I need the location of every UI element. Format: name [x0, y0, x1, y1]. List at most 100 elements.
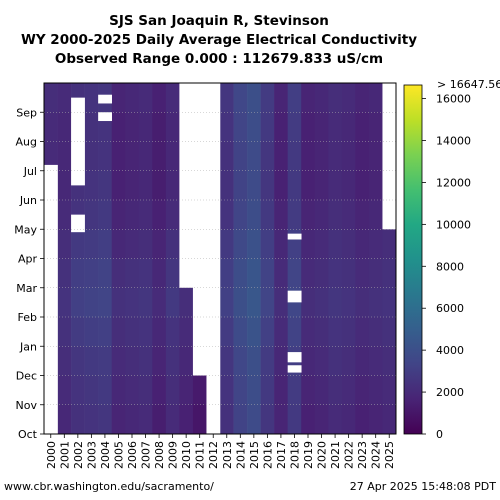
chart-title-line-1: SJS San Joaquin R, Stevinson [109, 13, 329, 29]
heatmap-cell-2009-Jan [165, 317, 180, 347]
y-axis-months: Oct Nov Dec Jan Feb Mar Apr May Jun Jul Aug Sep [14, 106, 44, 441]
heatmap-cell-2006-Nov [125, 375, 140, 406]
heatmap-cell-2022-May [341, 200, 356, 230]
heatmap-cell-2009-Jul [165, 141, 180, 172]
x-tick-label-2022: 2022 [343, 441, 356, 469]
heatmap-cell-2017-Aug [274, 112, 288, 142]
heatmap-cell-2024-Oct [368, 404, 383, 435]
footer-url[interactable]: www.cbr.washington.edu/sacramento/ [4, 480, 214, 493]
heatmap-cell-2001-Jan [57, 317, 72, 347]
heatmap-cell-2008-Jan [152, 317, 167, 347]
heatmap-cell-2025-Feb [382, 287, 397, 318]
heatmap-cell-2006-Feb [125, 287, 140, 318]
x-tick-label-2015: 2015 [248, 441, 261, 469]
heatmap-cell-2017-Feb [274, 287, 288, 318]
heatmap-cell-2005-May [111, 200, 126, 230]
heatmap-cell-2007-Feb [138, 287, 153, 318]
heatmap-cell-2016-Sep [260, 83, 275, 113]
heatmap-cell-2009-Feb [165, 287, 180, 318]
heatmap-cell-2009-Mar [165, 258, 180, 289]
heatmap-cell-2020-Nov [314, 375, 329, 406]
heatmap-cell-2005-Jul [111, 141, 126, 172]
heatmap-cell-2003-May [84, 200, 99, 230]
heatmap-cell-2022-Dec [341, 346, 356, 376]
y-tick-label-oct: Oct [18, 428, 38, 441]
colorbar [403, 84, 423, 435]
heatmap-cell-2015-Jul [247, 141, 261, 172]
heatmap-cell-2013-Sep [220, 83, 234, 113]
y-tick-label-feb: Feb [18, 311, 37, 324]
colorbar-ticks: 0 2000 4000 6000 8000 10000 12000 14000 16000 [422, 93, 471, 441]
heatmap-cell-2018-Aug [287, 112, 302, 142]
heatmap-cell-2013-Jun [220, 170, 234, 201]
heatmap-cell-2020-Jul [314, 141, 329, 172]
heatmap-cell-2018-Nov [287, 375, 302, 406]
heatmap-cell-2008-Jun [152, 170, 167, 201]
heatmap-cell-2005-Nov [111, 375, 126, 406]
heatmap-cell-2021-Oct [328, 404, 343, 435]
heatmap-cell-2005-Aug [111, 112, 126, 142]
chart-title-line-3: Observed Range 0.000 : 112679.833 uS/cm [55, 51, 383, 67]
y-tick-label-jul: Jul [23, 165, 37, 178]
colorbar-tick-label-8000: 8000 [436, 260, 464, 273]
heatmap-cell-2017-Jun [274, 170, 288, 201]
heatmap-cell-2019-Jun [301, 170, 316, 201]
heatmap-cell-2017-Apr [274, 229, 288, 259]
missing-gap-2025 [382, 83, 397, 230]
heatmap-cell-2019-Aug [301, 112, 316, 142]
heatmap-cell-2014-Oct [233, 404, 248, 435]
heatmap-cell-2005-Jun [111, 170, 126, 201]
heatmap-cell-2023-Jul [355, 141, 370, 172]
heatmap-cell-2015-Nov [247, 375, 261, 406]
heatmap-cell-2023-May [355, 200, 370, 230]
heatmap-cell-2005-Feb [111, 287, 126, 318]
heatmap-cell-2009-Dec [165, 346, 180, 376]
heatmap-cell-2024-Feb [368, 287, 383, 318]
heatmap-cell-2002-Feb [71, 287, 85, 318]
heatmap-cell-2013-Mar [220, 258, 234, 289]
heatmap-cell-2013-Aug [220, 112, 234, 142]
x-tick-label-2005: 2005 [112, 441, 125, 469]
heatmap-cell-2004-Mar [98, 258, 112, 289]
heatmap-cell-2007-Nov [138, 375, 153, 406]
heatmap-cell-2009-Nov [165, 375, 180, 406]
heatmap-cell-2014-Mar [233, 258, 248, 289]
heatmap-cell-2005-Oct [111, 404, 126, 435]
heatmap-cell-2016-Jun [260, 170, 275, 201]
heatmap-cell-2008-Dec [152, 346, 167, 376]
heatmap-cell-2001-Mar [57, 258, 72, 289]
heatmap-cell-2006-Jan [125, 317, 140, 347]
heatmap-cell-2002-Nov [71, 375, 85, 406]
missing-gap-2004 [98, 112, 112, 122]
heatmap-cell-2002-Mar [71, 258, 85, 289]
heatmap-cell-2019-Jan [301, 317, 316, 347]
heatmap-cell-2017-Nov [274, 375, 288, 406]
heatmap-cell-2003-Feb [84, 287, 99, 318]
heatmap-cell-2022-Jan [341, 317, 356, 347]
heatmap-cell-2013-Nov [220, 375, 234, 406]
colorbar-tick-label-2000: 2000 [436, 386, 464, 399]
heatmap-cell-2023-Nov [355, 375, 370, 406]
heatmap-cell-2004-Jul [98, 141, 112, 172]
heatmap-cell-2005-Apr [111, 229, 126, 259]
heatmap-cell-2015-Apr [247, 229, 261, 259]
heatmap-cell-2016-Dec [260, 346, 275, 376]
heatmap-cell-2004-Feb [98, 287, 112, 318]
heatmap-cell-2011-Nov [192, 375, 207, 406]
heatmap-cell-2020-Aug [314, 112, 329, 142]
heatmap-cell-2007-Oct [138, 404, 153, 435]
heatmap-cell-2025-Jan [382, 317, 397, 347]
x-tick-label-2001: 2001 [58, 441, 71, 469]
heatmap-cell-2023-Jan [355, 317, 370, 347]
heatmap-cell-2020-Feb [314, 287, 329, 318]
heatmap-cell-2020-Oct [314, 404, 329, 435]
heatmap-cell-2006-Aug [125, 112, 140, 142]
heatmap-cell-2007-Jul [138, 141, 153, 172]
heatmap-cell-2024-Mar [368, 258, 383, 289]
heatmap-cell-2018-Jan [287, 317, 302, 347]
heatmap-cell-2007-May [138, 200, 153, 230]
missing-gap-2002 [71, 214, 85, 233]
heatmap-cell-2022-Nov [341, 375, 356, 406]
x-tick-label-2018: 2018 [288, 441, 301, 469]
heatmap-cell-2004-Jun [98, 170, 112, 201]
